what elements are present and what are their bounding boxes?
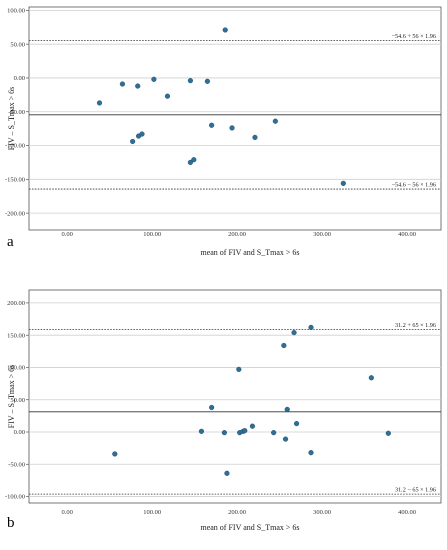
y-tick-label: -100.00: [5, 143, 25, 150]
data-point: [385, 430, 391, 436]
data-point: [249, 423, 256, 429]
x-tick-label: 200.00: [228, 509, 246, 516]
y-tick-label: 50.00: [10, 41, 25, 48]
y-tick-label: -150.00: [5, 177, 25, 184]
data-point: [191, 157, 197, 163]
y-tick-label: 0.00: [14, 429, 25, 436]
data-point: [135, 83, 141, 89]
y-axis-title: FIV – S_Tmax > 6s: [7, 87, 16, 150]
data-point: [222, 27, 228, 33]
data-point: [308, 450, 314, 456]
data-point: [284, 406, 290, 413]
x-tick-label: 0.00: [62, 231, 73, 238]
y-tick-label: 150.00: [7, 332, 25, 339]
y-tick-label: -100.00: [5, 494, 25, 501]
x-tick-label: 400.00: [398, 231, 416, 238]
data-point: [271, 430, 277, 436]
data-point: [209, 404, 215, 411]
data-point: [308, 324, 314, 331]
y-tick-label: -50.00: [8, 461, 25, 468]
data-point: [368, 375, 374, 381]
data-point: [164, 93, 171, 99]
x-tick-label: 100.00: [143, 509, 161, 516]
x-axis-title: mean of FIV and S_Tmax > 6s: [200, 248, 299, 257]
data-point: [204, 78, 210, 84]
y-tick-label: -200.00: [5, 210, 25, 217]
panel-label: a: [7, 234, 14, 250]
x-tick-label: 100.00: [143, 231, 161, 238]
data-point: [112, 451, 118, 457]
panel-label: b: [7, 515, 15, 531]
data-point: [281, 342, 287, 349]
data-point: [272, 118, 278, 124]
lower-limit-label: 31.2 − 65 × 1.96: [395, 487, 436, 494]
panel-a: 100.00 50.00 0.00 -50.00 -100.00 -150.00 -200.…: [5, 6, 442, 257]
data-point: [224, 470, 230, 476]
data-point: [252, 134, 258, 141]
data-point: [187, 159, 194, 166]
y-tick-label: -50.00: [8, 109, 25, 116]
y-tick-label: 0.00: [14, 75, 25, 82]
upper-limit-label: −54.6 + 56 × 1.96: [392, 33, 437, 40]
data-point: [282, 436, 289, 442]
data-point: [229, 125, 235, 131]
panel-b: 200.00 150.00 100.00 50.00 0.00 -50.00 -100.00…: [5, 289, 442, 532]
data-point: [340, 180, 346, 186]
x-tick-label: 300.00: [313, 509, 331, 516]
x-tick-label: 300.00: [313, 231, 331, 238]
y-axis-title: FIV – S_Tmax > 6s: [7, 365, 16, 428]
data-point: [293, 421, 300, 427]
x-tick-label: 400.00: [398, 509, 416, 516]
data-point: [151, 76, 157, 82]
data-point: [187, 78, 194, 84]
data-point: [236, 366, 242, 372]
data-point: [291, 330, 297, 336]
x-tick-label: 200.00: [228, 231, 246, 238]
y-tick-label: 100.00: [7, 8, 25, 15]
data-point: [209, 122, 215, 128]
lower-limit-label: −54.6 − 56 × 1.96: [392, 182, 437, 189]
data-point: [139, 131, 145, 137]
data-point: [242, 428, 248, 434]
x-axis-title: mean of FIV and S_Tmax > 6s: [200, 523, 299, 532]
data-point: [221, 430, 227, 436]
data-point: [119, 81, 126, 87]
y-tick-label: 50.00: [10, 397, 25, 404]
data-point: [130, 138, 136, 145]
upper-limit-label: 31.2 + 65 × 1.96: [395, 322, 436, 329]
y-tick-label: 100.00: [7, 365, 25, 372]
data-point: [96, 100, 103, 106]
plot-frame: [28, 289, 442, 504]
x-tick-label: 0.00: [62, 509, 73, 516]
data-point: [198, 428, 205, 434]
y-tick-label: 200.00: [7, 300, 25, 307]
